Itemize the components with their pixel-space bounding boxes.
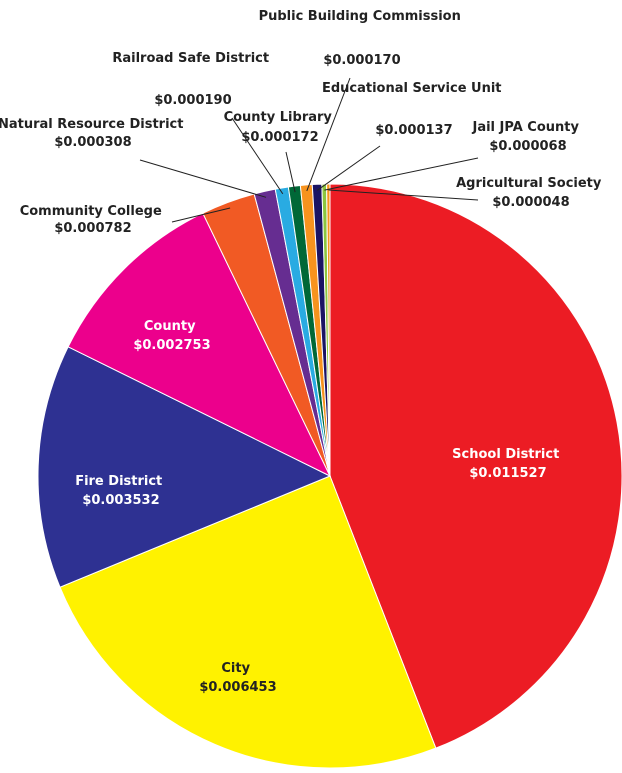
label-community-college: Community College $0.000782	[20, 204, 167, 236]
slice-value: $0.000190	[154, 93, 231, 108]
slice-value: $0.000048	[492, 195, 569, 210]
label-jail-jpa-county: Jail JPA County $0.000068	[471, 120, 583, 154]
label-public-building-commission: Public Building Commission $0.000170	[259, 9, 466, 68]
slice-label: Community College	[20, 204, 162, 219]
slice-label: Fire District	[75, 474, 162, 489]
slice-label: Public Building Commission	[259, 9, 461, 24]
slice-value: $0.000137	[375, 123, 452, 138]
slice-value: $0.000308	[54, 135, 131, 150]
slice-label: County Library	[224, 110, 333, 125]
pie-slices	[37, 183, 622, 769]
slice-label: Educational Service Unit	[322, 81, 502, 96]
leader-line-pbc	[306, 77, 351, 192]
label-educational-service-unit: Educational Service Unit $0.000137	[322, 81, 506, 138]
slice-value: $0.003532	[82, 493, 159, 508]
leader-line-nrd	[139, 159, 267, 198]
label-city: City $0.006453	[199, 661, 276, 695]
slice-label: Railroad Safe District	[112, 51, 269, 66]
slice-value: $0.006453	[199, 680, 276, 695]
slice-value: $0.000782	[54, 221, 131, 236]
pie-slice-school	[329, 183, 622, 749]
slice-label: School District	[452, 447, 559, 462]
slice-value: $0.011527	[469, 466, 546, 481]
slice-value: $0.002753	[133, 338, 210, 353]
leader-line-jail	[324, 157, 479, 191]
slice-label: County	[144, 319, 196, 334]
slice-value: $0.000068	[489, 139, 566, 154]
leader-line-ag	[328, 189, 479, 201]
leader-line-college	[171, 207, 231, 223]
slice-value: $0.000170	[323, 53, 400, 68]
label-county: County $0.002753	[133, 319, 210, 353]
label-school-district: School District $0.011527	[452, 447, 564, 481]
leader-line-library	[285, 151, 296, 193]
slice-value: $0.000172	[241, 130, 318, 145]
leader-line-railroad	[231, 117, 284, 195]
slice-label: Natural Resource District	[0, 117, 183, 132]
label-railroad-safe-district: Railroad Safe District $0.000190	[112, 51, 273, 108]
pie-slice-fire	[37, 346, 332, 588]
leader-line-esu	[317, 145, 381, 191]
leader-lines	[139, 77, 479, 223]
label-fire-district: Fire District $0.003532	[75, 474, 167, 508]
label-county-library: County Library $0.000172	[224, 110, 337, 145]
slice-label: Agricultural Society	[456, 176, 602, 191]
slice-label: City	[221, 661, 250, 676]
label-natural-resource-district: Natural Resource District $0.000308	[0, 117, 188, 150]
pie-slice-county	[67, 212, 332, 478]
label-agricultural-society: Agricultural Society $0.000048	[456, 176, 606, 210]
slice-label: Jail JPA County	[471, 120, 579, 135]
